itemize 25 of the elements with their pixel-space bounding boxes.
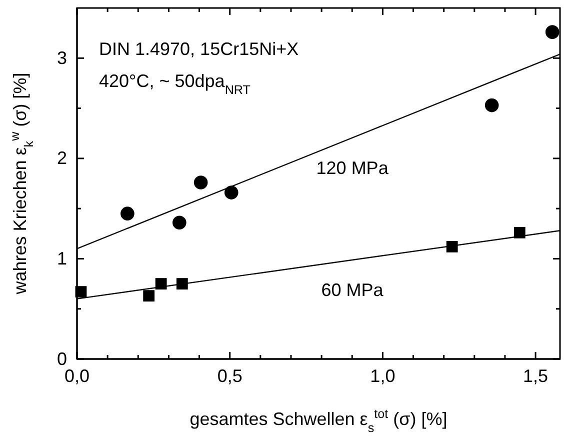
y-tick-label: 1	[56, 248, 67, 268]
series-label: 120 MPa	[316, 158, 390, 178]
point	[484, 98, 499, 112]
y-tick-label: 0	[56, 348, 67, 369]
point	[224, 186, 238, 200]
y-tick-label: 3	[56, 48, 67, 68]
series-label: 60 MPa	[321, 280, 384, 300]
annotation: DIN 1.4970, 15Cr15Ni+X	[99, 39, 299, 59]
point	[155, 278, 167, 290]
point	[143, 290, 155, 302]
x-axis-title: gesamtes Schwellen ε$_{s}$$^{tot}$ (σ) [%]	[190, 407, 448, 435]
point	[514, 226, 526, 238]
point	[120, 206, 134, 220]
point	[545, 25, 560, 39]
x-tick-label: 1,5	[523, 366, 548, 386]
point	[176, 278, 188, 290]
y-tick-label: 2	[56, 148, 67, 168]
annotation: 420°C, ~ 50dpa$_{NRT}$	[99, 71, 251, 97]
x-tick-label: 0,5	[217, 366, 242, 386]
point	[194, 176, 208, 190]
point	[446, 240, 458, 252]
x-tick-label: 1,0	[370, 366, 396, 386]
x-tick-label: 0,0	[64, 366, 90, 386]
point	[172, 216, 186, 230]
point	[75, 286, 87, 298]
